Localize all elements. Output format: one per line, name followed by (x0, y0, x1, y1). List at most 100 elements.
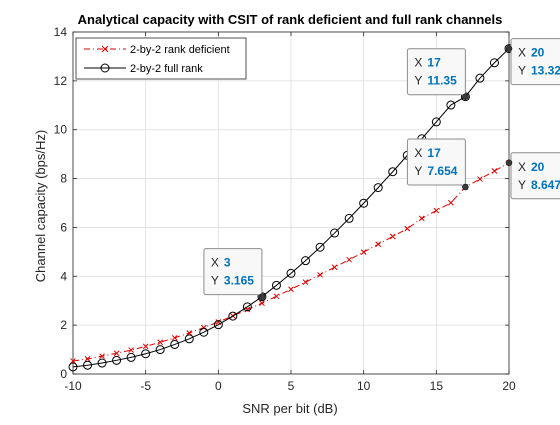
data-point-circle (475, 73, 485, 83)
data-point-circle (301, 256, 311, 266)
datatip-y-value: 3.165 (224, 274, 254, 288)
data-point-cross (331, 264, 338, 271)
y-tick-label: 10 (54, 123, 68, 137)
legend-label-full-rank: 2-by-2 full rank (130, 63, 203, 75)
data-point-circle (489, 58, 499, 68)
data-point-circle (388, 167, 398, 177)
x-tick-label: 20 (502, 379, 516, 393)
data-point-cross (433, 207, 440, 214)
chart-title: Analytical capacity with CSIT of rank de… (78, 12, 503, 27)
x-axis-label: SNR per bit (dB) (242, 401, 337, 416)
datatip-y-label: Y (414, 74, 422, 88)
datatip-x-value: 20 (531, 46, 545, 60)
datatip: X 17 Y 11.35 (406, 48, 469, 100)
legend-marker-rank-deficient (101, 45, 109, 53)
datatip-x-value: 20 (531, 160, 545, 174)
y-tick-label: 4 (60, 269, 67, 283)
data-point-circle (330, 228, 340, 238)
data-point-cross (448, 199, 454, 206)
x-tick-label: 5 (288, 379, 295, 393)
data-point-circle (315, 242, 325, 252)
datatip: X 17 Y 7.654 (406, 138, 469, 191)
data-point-cross (70, 358, 76, 364)
data-point-circle (68, 362, 78, 372)
data-point-circle (373, 183, 383, 193)
y-tick-label: 0 (60, 367, 67, 381)
datatip-x-label: X (414, 146, 422, 160)
datatip-x-label: X (414, 56, 422, 70)
x-tick-label: 10 (357, 379, 371, 393)
data-point-circle (126, 352, 136, 362)
y-tick-label: 12 (54, 74, 68, 88)
datatip-y-value: 8.647 (531, 178, 560, 192)
data-point-cross (84, 356, 91, 362)
datatip-anchor (462, 93, 469, 100)
legend: 2-by-2 rank deficient 2-by-2 full rank (75, 37, 247, 80)
datatip-y-label: Y (211, 274, 219, 288)
datatip-y-value: 11.35 (427, 74, 457, 88)
datatip-box (510, 152, 560, 200)
data-point-cross (157, 339, 164, 346)
data-point-cross (273, 293, 280, 300)
data-point-circle (431, 117, 441, 127)
x-tick-label: 0 (215, 379, 222, 393)
datatip-x-value: 17 (427, 56, 441, 70)
data-point-cross (418, 215, 425, 222)
data-point-cross (142, 343, 149, 350)
data-point-circle (199, 327, 209, 337)
data-point-cross (113, 350, 120, 357)
data-point-circle (141, 349, 151, 359)
datatip-y-value: 13.32 (531, 64, 560, 78)
datatip-y-label: Y (518, 178, 526, 192)
data-point-cross (128, 347, 134, 353)
data-point-cross (491, 168, 498, 174)
data-point-circle (228, 311, 238, 321)
datatip-anchor (505, 159, 513, 167)
x-tick-label: -10 (64, 379, 82, 393)
x-tick-label: 15 (430, 379, 444, 393)
data-point-circle (286, 268, 296, 278)
data-point-cross (302, 279, 309, 286)
data-point-circle (213, 320, 223, 330)
datatip: X 3Y 3.165 (203, 248, 266, 300)
data-point-circle (112, 355, 122, 365)
datatip-anchor (505, 45, 513, 52)
data-point-cross (477, 176, 483, 182)
data-point-circle (170, 339, 180, 349)
datatip-box (406, 138, 466, 186)
data-point-circle (271, 280, 281, 290)
data-point-circle (97, 358, 107, 368)
data-point-cross (171, 334, 178, 341)
data-point-circle (446, 100, 456, 110)
data-point-cross (288, 286, 294, 293)
data-point-cross (389, 233, 396, 240)
datatip-x-value: 3 (224, 256, 231, 270)
datatip: X 20 Y 8.647 (505, 152, 560, 200)
y-axis-label: Channel capacity (bps/Hz) (33, 130, 48, 282)
datatip: X 20 Y 13.32 (505, 38, 560, 86)
data-point-cross (317, 271, 323, 278)
data-point-cross (99, 353, 105, 360)
datatip-box (203, 248, 263, 296)
data-point-cross (259, 300, 265, 307)
series-line-1 (72, 48, 510, 368)
data-point-cross (404, 225, 411, 232)
legend-marker-full-rank (100, 63, 110, 73)
x-tick-label: -5 (140, 379, 151, 393)
datatip-box (406, 48, 466, 96)
legend-label-rank-deficient: 2-by-2 rank deficient (130, 44, 230, 56)
data-point-circle (242, 302, 252, 312)
y-tick-label: 8 (60, 172, 67, 186)
data-point-cross (375, 241, 382, 248)
data-point-circle (83, 360, 93, 370)
data-point-cross (200, 324, 207, 331)
y-tick-label: 2 (60, 318, 67, 332)
data-point-circle (344, 213, 354, 223)
datatip-box (510, 38, 560, 86)
datatip-x-label: X (211, 256, 219, 270)
datatip-x-label: X (518, 160, 526, 174)
data-point-circle (155, 345, 165, 355)
